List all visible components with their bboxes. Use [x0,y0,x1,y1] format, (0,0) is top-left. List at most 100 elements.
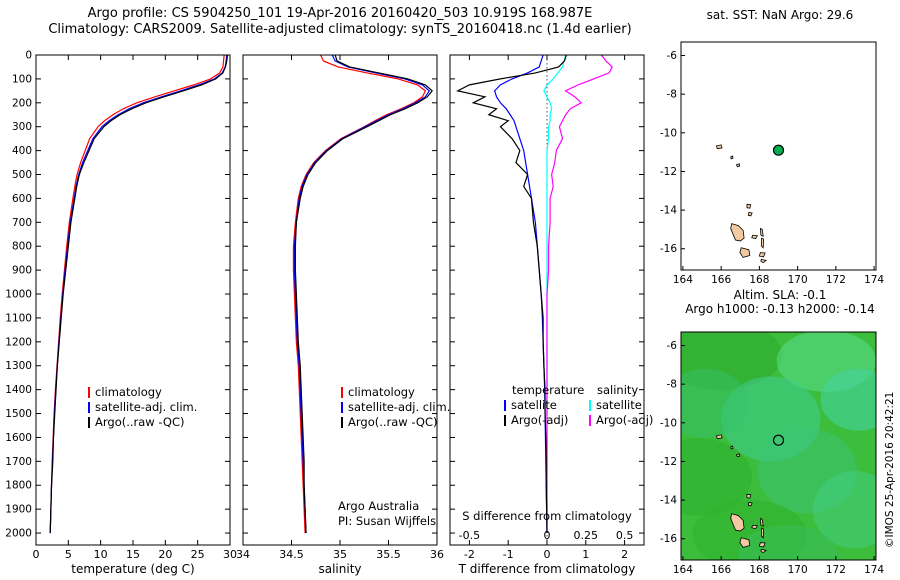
series-line-satellite-adj-clim [49,54,228,534]
y-tick-label: -6 [667,50,678,62]
y-tick-label: -16 [660,243,677,255]
island-coastline [730,513,745,532]
y-tick-label: 700 [12,217,32,229]
imos-watermark: ©IMOS 25-Apr-2016 20:42:21 [884,391,896,548]
island-coastline [760,548,767,554]
legend-item: Argo(..raw -QC) [341,416,450,428]
salinity-profile-axes-box [242,54,438,546]
legend-label: climatology [95,385,162,399]
x-tick-label: 35.5 [376,548,401,561]
climatology-line-swatch [341,386,343,398]
legend-label: Argo(-adj) [511,413,569,427]
diff-legend-temp-header: temperature [512,383,585,397]
y-tick-label: 1300 [5,360,32,372]
series-line-temperature-satellite-diff [493,54,548,534]
island-coastline [739,537,751,548]
legend-item: satellite-adj. clim. [88,401,197,413]
island-coastline [747,211,753,217]
series-line-argo-raw-qc [49,54,229,534]
island-coastline [751,234,759,240]
y-tick-label: -6 [667,340,678,352]
x-axis-label: salinity [318,562,361,576]
y-tick-label: -14 [660,495,677,507]
satellite-diff-line-swatch [504,399,506,411]
legend-label: climatology [348,385,415,399]
legend-label: satellite-adj. clim. [348,400,451,414]
y-tick-label: 0 [25,50,32,62]
x-tick-label: 166 [711,274,731,286]
x-axis-label: T difference from climatology [458,562,636,576]
argo-float-marker [772,434,785,446]
x-tick-label: -2 [464,548,475,561]
series-line-satellite-adj-clim [293,54,431,534]
y-tick-label: 800 [12,241,32,253]
island-coastline [735,163,741,168]
x-tick-label: 0 [544,548,551,561]
x-tick-label: -1 [503,548,514,561]
legend-label: Argo(..raw -QC) [95,415,185,429]
diff-legend-temperature: temperature satellite Argo(-adj) [504,384,584,426]
island-coastline [730,155,734,160]
temperature-legend: climatology satellite-adj. clim. Argo(..… [88,386,197,428]
figure-title-line1: Argo profile: CS 5904250_101 19-Apr-2016… [87,6,593,21]
argo-credit-line1: Argo Australia [338,499,420,513]
x-tick-label: 174 [864,274,884,286]
y-tick-label: -12 [660,166,677,178]
x-tick-label: 168 [749,564,769,576]
legend-item: Argo(-adj) [589,414,653,426]
island-coastline [758,542,766,548]
y-tick-label: 2000 [5,528,32,540]
y-tick-label: 1500 [5,408,32,420]
y-tick-label: 1700 [5,456,32,468]
island-coastline [715,144,723,150]
x-tick-label: 170 [788,564,808,576]
x-tick-label: 1 [582,548,589,561]
s-diff-caption: S difference from climatology [462,509,632,523]
s-axis-tick-label: 0.25 [574,529,599,542]
temperature-profile-axes-box [35,54,231,546]
satellite-adj-line-swatch [88,401,90,413]
sst-map-title: sat. SST: NaN Argo: 29.6 [706,8,854,22]
island-coastline [747,501,753,507]
s-axis-tick-label: -0.5 [459,529,480,542]
island-coastline [760,527,764,539]
legend-label: Argo(-adj) [596,413,654,427]
island-coastline [758,252,766,258]
x-axis-label: temperature (deg C) [71,562,194,576]
x-tick-label: 166 [711,564,731,576]
y-tick-label: -10 [660,127,677,139]
legend-item: satellite-adj. clim. [341,401,450,413]
satellite-adj-line-swatch [341,401,343,413]
sla-field-patch [812,471,876,549]
map-sla-axes-box [680,331,877,561]
x-tick-label: 172 [826,564,846,576]
series-line-argo-raw-qc [294,54,433,534]
argo-diff-line-swatch [504,414,506,426]
island-coastline [759,227,764,237]
series-line-temperature-argo-diff [456,54,567,534]
x-tick-label: 5 [65,548,72,561]
sla-map-title-1: Altim. SLA: -0.1 [733,288,827,302]
y-tick-label: 1400 [5,384,32,396]
argo-line-swatch [341,416,343,428]
series-line-salinity-argo-diff [546,54,613,534]
island-coastline [739,247,751,258]
map-sla-map-area [681,332,876,560]
x-tick-label: 174 [864,564,884,576]
legend-label: satellite [596,398,642,412]
s-axis-tick-label: 0 [544,529,551,542]
y-tick-label: 300 [12,121,32,133]
y-tick-label: 100 [12,73,32,85]
y-tick-label: -8 [667,379,677,391]
x-tick-label: 15 [126,548,140,561]
x-tick-label: 35 [333,548,347,561]
x-tick-label: 20 [158,548,172,561]
series-line-climatology [292,54,427,534]
y-tick-label: 200 [12,97,32,109]
y-tick-label: 1000 [5,289,32,301]
y-tick-label: -14 [660,205,677,217]
x-tick-label: 2 [621,548,628,561]
argo-credit: Argo Australia PI: Susan Wijffels [338,499,436,529]
island-coastline [730,445,734,450]
